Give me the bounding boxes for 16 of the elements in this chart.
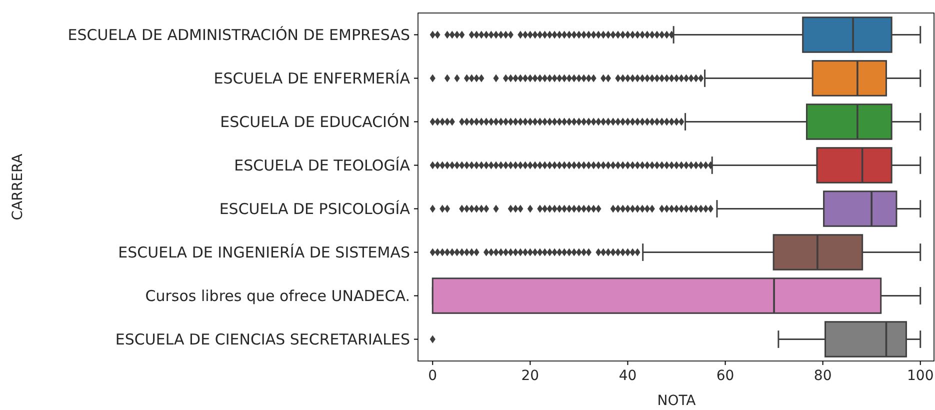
y-tick-label: ESCUELA DE CIENCIAS SECRETARIALES (115, 330, 410, 348)
y-axis-title: CARRERA (10, 153, 26, 220)
y-tick-label: ESCUELA DE ADMINISTRACIÓN DE EMPRESAS (68, 26, 410, 44)
x-tick-label: 20 (521, 368, 540, 384)
x-tick-label: 80 (814, 368, 832, 384)
x-tick-label: 40 (618, 368, 637, 384)
y-tick-label: ESCUELA DE EDUCACIÓN (220, 113, 410, 131)
y-tick-label: Cursos libres que ofrece UNADECA. (145, 287, 410, 305)
y-tick-label: ESCUELA DE TEOLOGÍA (234, 156, 411, 174)
x-axis-title: NOTA (657, 393, 696, 409)
y-tick-label: ESCUELA DE INGENIERÍA DE SISTEMAS (118, 244, 410, 262)
y-tick-label: ESCUELA DE ENFERMERÍA (214, 70, 411, 88)
x-tick-label: 60 (716, 368, 734, 384)
x-tick-label: 0 (428, 368, 438, 384)
y-tick-label: ESCUELA DE PSICOLOGÍA (219, 200, 411, 218)
x-tick-label: 100 (907, 368, 934, 384)
